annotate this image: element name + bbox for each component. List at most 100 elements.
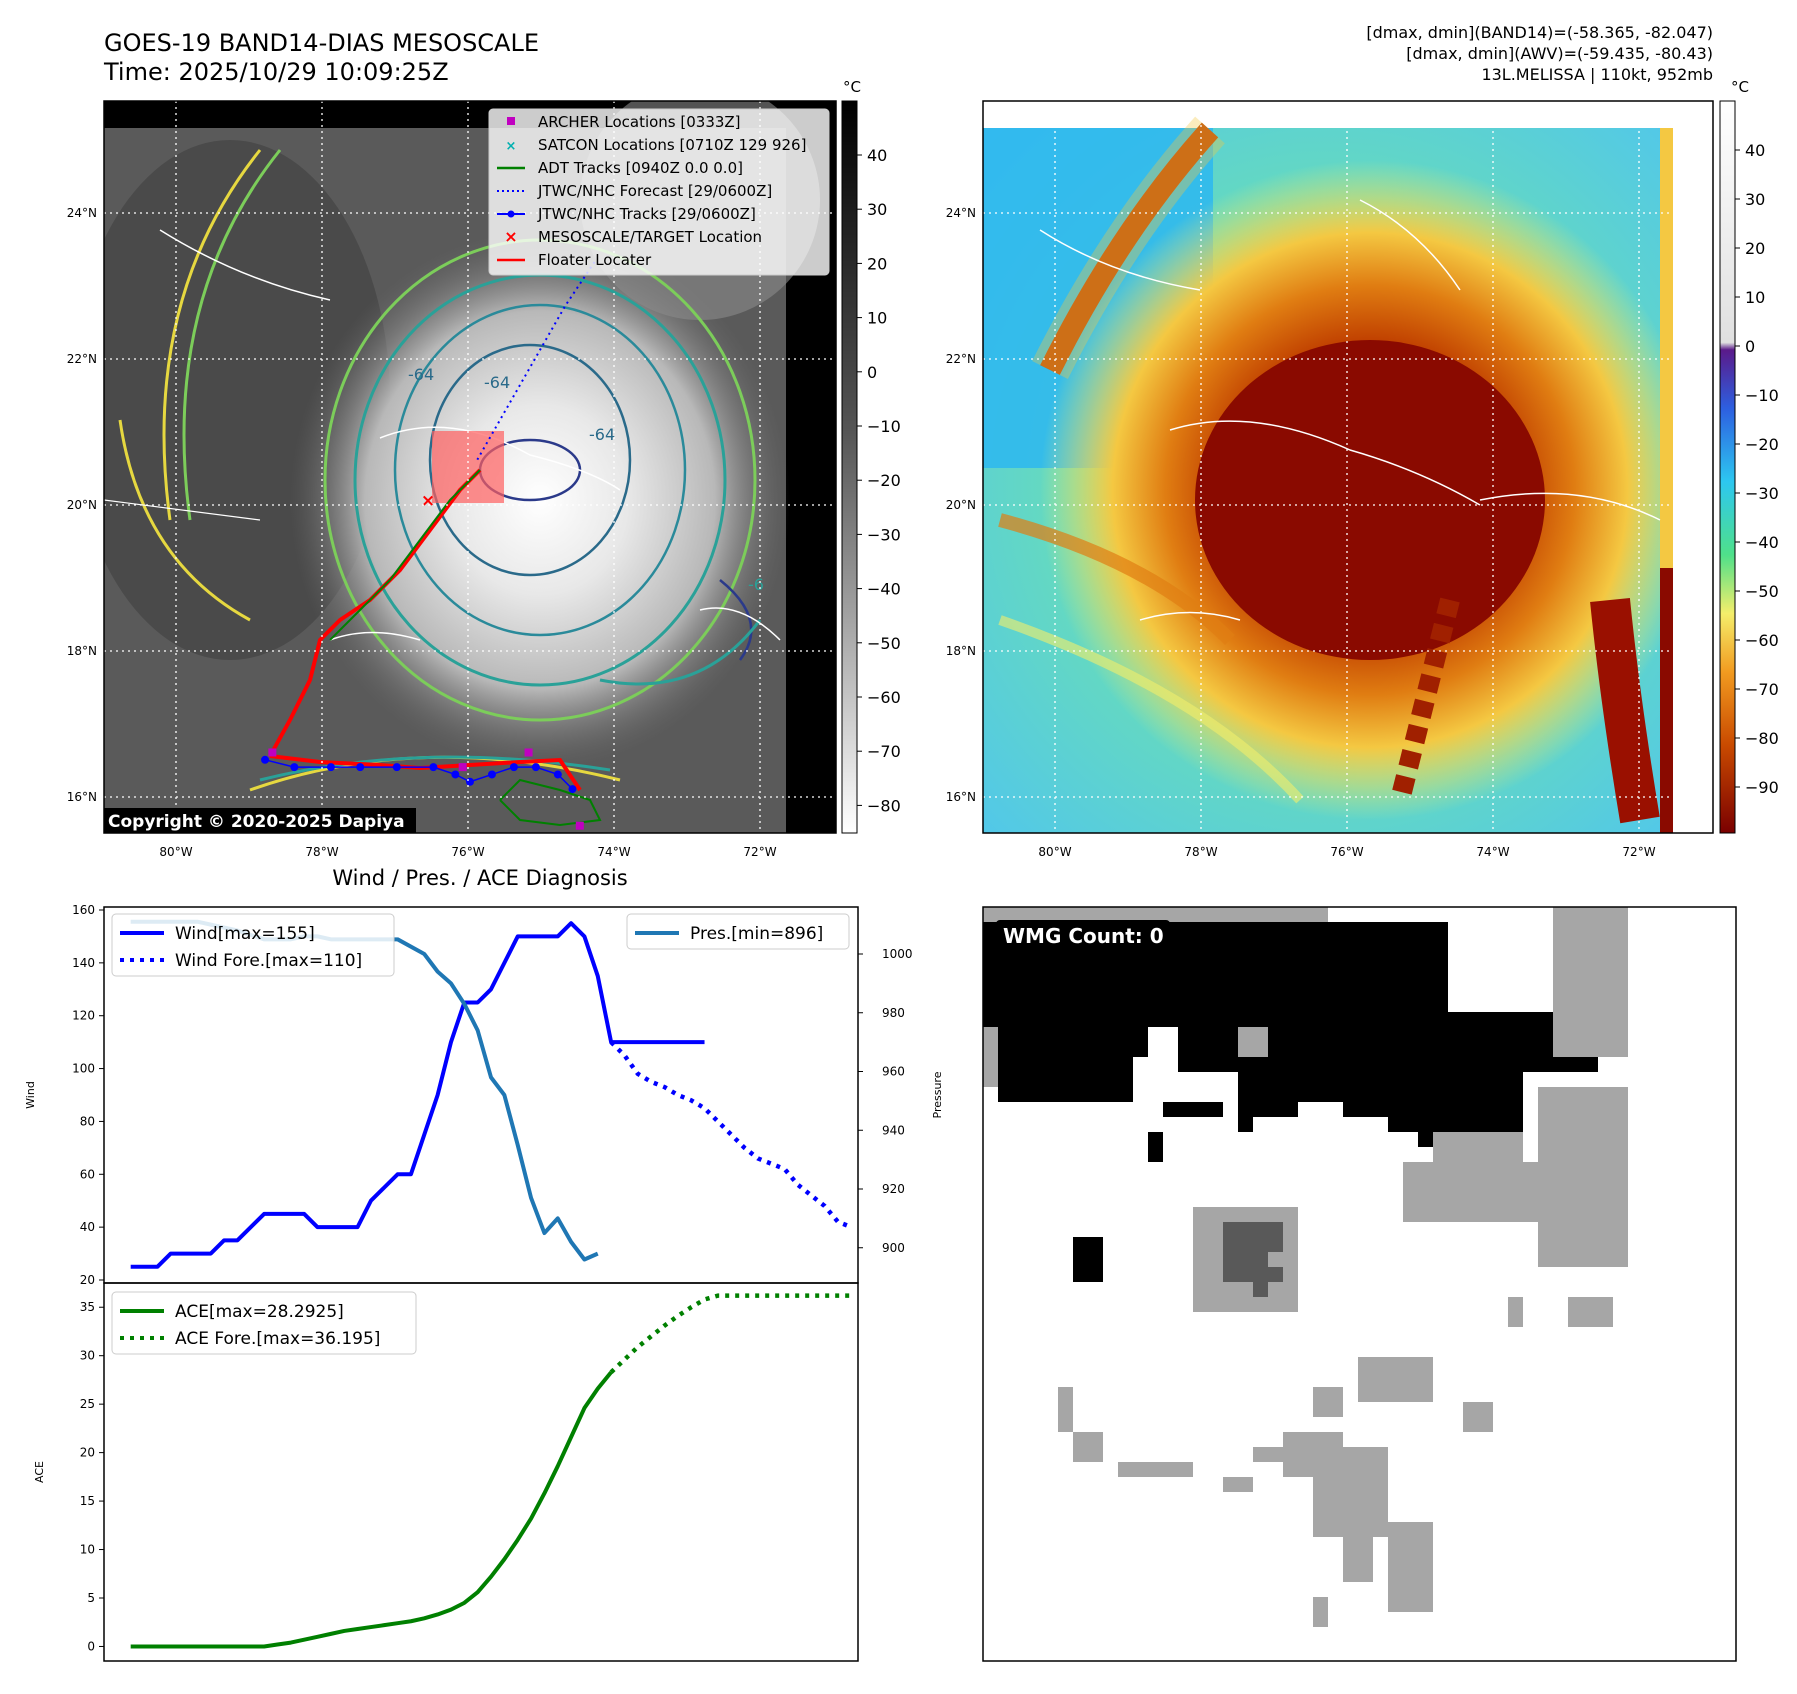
lat-tick: 22°N <box>67 352 97 366</box>
wmg-cell <box>983 1087 998 1102</box>
ir-map-frame <box>103 100 837 834</box>
lon-tick: 78°W <box>305 845 338 859</box>
wind-tick-label: 100 <box>72 1062 95 1076</box>
pressure-tick-label: 900 <box>882 1241 905 1255</box>
nhc-track-point <box>326 763 335 772</box>
wmg-cell <box>1358 1357 1433 1402</box>
wmg-cell <box>1253 1447 1283 1462</box>
colorbar-tick-label: 30 <box>867 200 887 219</box>
pressure-tick-label: 1000 <box>882 947 913 961</box>
colorbar-tick-label: −70 <box>1745 680 1779 699</box>
ace-tick-label: 0 <box>87 1639 95 1653</box>
colorbar-tick-label: −60 <box>867 688 901 707</box>
ace-tick-label: 30 <box>80 1349 95 1363</box>
archer-point <box>268 748 277 757</box>
wmg-cell <box>1313 1597 1328 1627</box>
legend-label: JTWC/NHC Forecast [29/0600Z] <box>537 182 772 200</box>
nhc-track-point <box>451 770 460 779</box>
lon-tick: 78°W <box>1184 845 1217 859</box>
map-marks: × <box>261 261 596 830</box>
wmg-cell <box>1418 1132 1433 1147</box>
colorbar-tick-label: −70 <box>867 742 901 761</box>
rain-band <box>1040 122 1219 375</box>
wind-tick-label: 40 <box>80 1220 95 1234</box>
lon-tick: 74°W <box>1476 845 1509 859</box>
pressure-tick-label: 920 <box>882 1182 905 1196</box>
wind-series <box>130 921 705 1269</box>
ir-map-axes: 24°N 22°N 20°N 18°N 16°N 80°W 78°W 76°W … <box>67 206 777 859</box>
nhc-track-point <box>261 755 270 764</box>
wmg-cell <box>1223 1477 1253 1492</box>
ace-tick-label: 15 <box>80 1494 95 1508</box>
lat-tick: 16°N <box>67 790 97 804</box>
lon-tick: 72°W <box>743 845 776 859</box>
wmg-cell <box>983 1027 1133 1102</box>
archer-point <box>458 763 467 772</box>
nhc-track-point <box>568 785 577 794</box>
wind-tick-label: 140 <box>72 956 95 970</box>
ace-tick-label: 5 <box>87 1591 95 1605</box>
chart-legend-label: Pres.[min=896] <box>690 924 823 944</box>
ace-tick-label: 20 <box>80 1446 95 1460</box>
wmg-cell <box>1073 1237 1103 1282</box>
legend-marker: × <box>504 227 517 246</box>
legend-label: ADT Tracks [0940Z 0.0 0.0] <box>538 159 743 177</box>
wmg-cell <box>1403 1597 1433 1612</box>
wmg-cell <box>1508 1297 1523 1327</box>
nhc-track-point <box>356 763 365 772</box>
lat-tick: 22°N <box>946 352 976 366</box>
colorbar-tick-label: −20 <box>867 471 901 490</box>
colorbar-tick-label: −60 <box>1745 631 1779 650</box>
chart-legend-label: ACE Fore.[max=36.195] <box>175 1329 380 1349</box>
colorbar-tick-label: −10 <box>867 417 901 436</box>
lon-tick: 76°W <box>1330 845 1363 859</box>
pressure-tick-label: 980 <box>882 1006 905 1020</box>
coastline-jamaica <box>329 631 421 641</box>
wmg-count-box <box>996 920 1170 951</box>
wmg-cell <box>1238 1027 1268 1057</box>
wind-tick-label: 120 <box>72 1009 95 1023</box>
lat-tick: 20°N <box>946 498 976 512</box>
wind-pressure-panel: 160 140 120 100 80 60 40 20 1000 980 960 940 920 900 W… <box>72 903 912 1287</box>
colorbar-tick-label: −50 <box>1745 582 1779 601</box>
lon-tick: 72°W <box>1622 845 1655 859</box>
nhc-track-point <box>509 763 518 772</box>
title-line1: GOES-19 BAND14-DIAS MESOSCALE <box>104 29 539 57</box>
ace-series <box>130 1371 613 1649</box>
contour-label: -64 <box>408 365 434 384</box>
colorbar-tick-label: 10 <box>1745 288 1765 307</box>
stats-line2: [dmax, dmin](AWV)=(-59.435, -80.43) <box>1406 44 1713 63</box>
wmg-cell <box>1073 1432 1103 1462</box>
wmg-cell <box>1568 1297 1613 1327</box>
pressure-axis-label: Pressure <box>931 1071 944 1118</box>
title-line2: Time: 2025/10/29 10:09:25Z <box>103 58 449 86</box>
wind-tick-label: 20 <box>80 1273 95 1287</box>
wmg-cell <box>1268 1252 1298 1267</box>
wmg-cell <box>983 1027 998 1087</box>
nhc-track-point <box>487 770 496 779</box>
colorbar-tick-label: −90 <box>1745 778 1779 797</box>
colorbar-tick-label: −80 <box>867 796 901 815</box>
colorbar-tick-label: −10 <box>1745 386 1779 405</box>
wmg-panel: WMG Count: 0 <box>982 906 1737 1662</box>
ace-axis-label: ACE <box>33 1461 46 1483</box>
nhc-track-point <box>392 763 401 772</box>
colorbar-tick-label: −80 <box>1745 729 1779 748</box>
lon-tick: 76°W <box>451 845 484 859</box>
archer-point <box>575 821 584 830</box>
nhc-track-point <box>429 763 438 772</box>
chart-legend-box <box>626 913 850 950</box>
colorbar-tick-label: −50 <box>867 634 901 653</box>
wind-series <box>609 1040 853 1230</box>
copyright: Copyright © 2020-2025 Dapiya <box>108 812 405 832</box>
contour-deep <box>428 343 632 577</box>
wmg-cell <box>1463 1402 1493 1432</box>
chart-legend-box <box>111 913 395 977</box>
colorbar-tick-label: −20 <box>1745 435 1779 454</box>
colorbar-tick-label: 40 <box>867 146 887 165</box>
stats-line1: [dmax, dmin](BAND14)=(-58.365, -82.047) <box>1366 23 1713 42</box>
legend-label: MESOSCALE/TARGET Location <box>538 228 762 246</box>
mesoscale-target-marker: × <box>421 491 435 511</box>
chart-legend-label: ACE[max=28.2925] <box>175 1302 344 1322</box>
